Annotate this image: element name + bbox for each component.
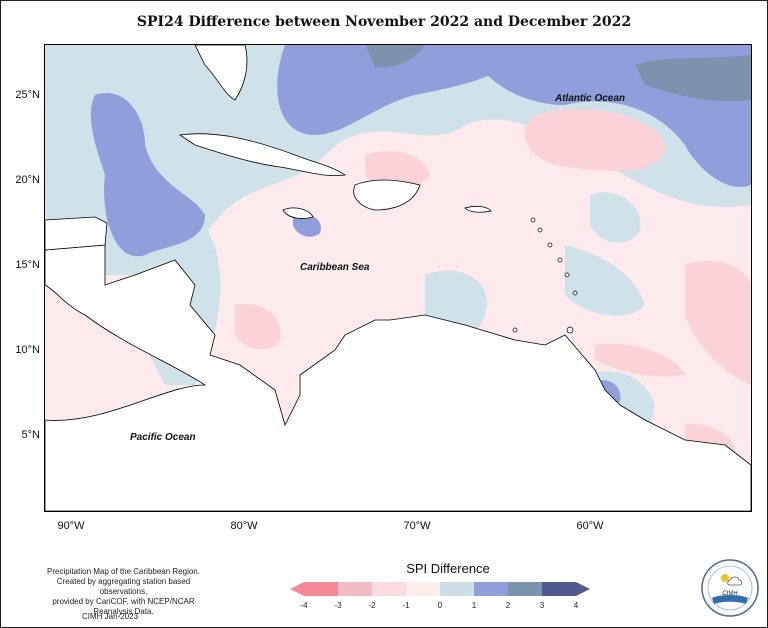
map-title: SPI24 Difference between November 2022 a… (136, 14, 632, 30)
spi-blue-region (277, 45, 515, 135)
label-caribbean-sea: Caribbean Sea (300, 262, 370, 273)
spi-pink-region (595, 344, 685, 377)
legend-tick-label: 2 (506, 601, 511, 610)
spi-blue-region (293, 213, 321, 237)
credit-text: Precipitation Map of the Caribbean Regio… (36, 567, 211, 617)
land-cuba (178, 133, 347, 177)
latitude-tick-label: 15°N (15, 259, 40, 271)
legend-swatch (542, 582, 590, 596)
legend-colorbar: -4 -3 -2 -1 0 1 2 3 4 (290, 582, 590, 610)
legend-swatch (338, 582, 372, 596)
land-florida (194, 45, 248, 101)
spi-dark-region (635, 55, 751, 102)
legend-tick-label: 4 (574, 601, 579, 610)
legend-tick-label: -2 (368, 601, 376, 610)
legend-tick-label: 1 (472, 601, 477, 610)
credit-line-3: provided by CariCOF, with NCEP/NCAR Rean… (52, 597, 195, 616)
legend-tick-label: 3 (540, 601, 545, 610)
longitude-tick-label: 80°W (230, 520, 258, 532)
legend-tick-label: -1 (402, 601, 410, 610)
legend-swatch (508, 582, 542, 596)
legend-swatch (290, 582, 338, 596)
label-pacific-ocean: Pacific Ocean (130, 432, 196, 443)
spi-pink-region (524, 109, 665, 171)
legend-swatch (474, 582, 508, 596)
spi-pink-region (235, 304, 281, 350)
latitude-tick-label: 10°N (15, 344, 40, 356)
credit-line-1: Precipitation Map of the Caribbean Regio… (47, 567, 200, 576)
latitude-tick-label: 5°N (21, 429, 40, 441)
spi-difference-map: Atlantic Ocean Caribbean Sea Pacific Oce… (44, 44, 752, 512)
map-canvas (45, 45, 751, 511)
logo-text: CIMH (722, 591, 737, 597)
land-hispaniola (353, 179, 421, 211)
land-jamaica (282, 207, 314, 219)
latitude-tick-label: 25°N (15, 89, 40, 101)
legend-swatch (372, 582, 406, 596)
spi-light-blue-region (45, 45, 751, 288)
spi-light-blue-region (565, 245, 645, 316)
footer-attribution: CIMH Jan-2023 (82, 612, 139, 621)
land-mainland (45, 244, 751, 511)
land-puerto-rico (464, 205, 492, 213)
spi-dark-region (365, 45, 425, 68)
legend-swatch (406, 582, 440, 596)
longitude-tick-label: 70°W (403, 520, 431, 532)
land-yucatan (45, 216, 108, 251)
spi-pink-region (365, 151, 430, 189)
longitude-tick-label: 60°W (576, 520, 604, 532)
legend-tick-label: -3 (334, 601, 342, 610)
cimh-logo-sun-cloud-icon: CIMH (701, 559, 759, 617)
legend-swatch (440, 582, 474, 596)
label-atlantic-ocean: Atlantic Ocean (555, 93, 626, 104)
land-lesser-antilles (512, 217, 578, 334)
spi-light-blue-region (590, 192, 641, 243)
longitude-tick-label: 90°W (57, 520, 85, 532)
spi-pink-region (685, 261, 751, 385)
credit-line-2: Created by aggregating station based obs… (56, 577, 191, 596)
legend-title: SPI Difference (406, 561, 490, 576)
latitude-tick-label: 20°N (15, 174, 40, 186)
spi-blue-region (90, 93, 205, 257)
legend-tick-label: 0 (438, 601, 443, 610)
legend-tick-label: -4 (300, 601, 308, 610)
